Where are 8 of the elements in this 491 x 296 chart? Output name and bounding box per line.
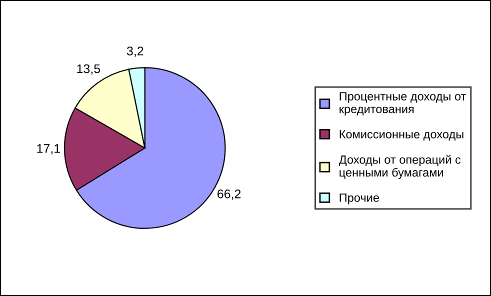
legend-label: Доходы от операций с ценными бумагами [338,154,461,179]
data-label: 13,5 [77,64,100,75]
legend-label: Процентные доходы от кредитования [340,92,466,116]
data-label: 17,1 [37,144,60,154]
legend-label: Комиссионные доходы [340,130,464,141]
data-label: 3,2 [126,46,144,57]
legend-label: Прочие [340,194,379,204]
data-label: 66,2 [218,189,241,200]
